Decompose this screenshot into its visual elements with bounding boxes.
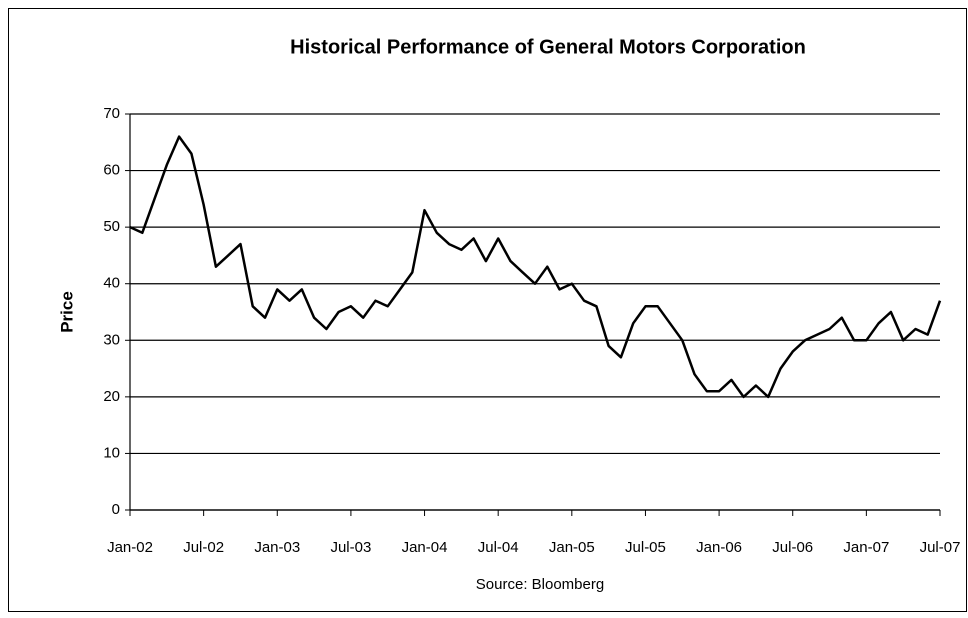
x-tick-label: Jan-05 (549, 539, 595, 556)
x-tick-label: Jul-04 (478, 539, 519, 556)
y-tick-label: 10 (103, 444, 120, 461)
source-note: Source: Bloomberg (476, 576, 604, 593)
x-tick-label: Jan-07 (843, 539, 889, 556)
y-tick-label: 60 (103, 162, 120, 179)
y-tick-label: 70 (103, 105, 120, 122)
x-tick-label: Jul-02 (183, 539, 224, 556)
y-tick-label: 0 (112, 501, 120, 518)
x-tick-label: Jul-03 (330, 539, 371, 556)
y-tick-label: 20 (103, 388, 120, 405)
y-tick-label: 30 (103, 331, 120, 348)
chart-border (8, 8, 967, 612)
y-axis-label: Price (57, 291, 76, 333)
x-tick-label: Jul-06 (772, 539, 813, 556)
price-line (129, 135, 942, 399)
x-tick-label: Jul-07 (920, 539, 961, 556)
x-tick-label: Jan-04 (402, 539, 448, 556)
x-tick-label: Jan-06 (696, 539, 742, 556)
x-tick-label: Jul-05 (625, 539, 666, 556)
y-tick-label: 40 (103, 275, 120, 292)
x-tick-label: Jan-03 (254, 539, 300, 556)
y-tick-label: 50 (103, 218, 120, 235)
chart-title: Historical Performance of General Motors… (290, 36, 806, 58)
x-tick-label: Jan-02 (107, 539, 153, 556)
